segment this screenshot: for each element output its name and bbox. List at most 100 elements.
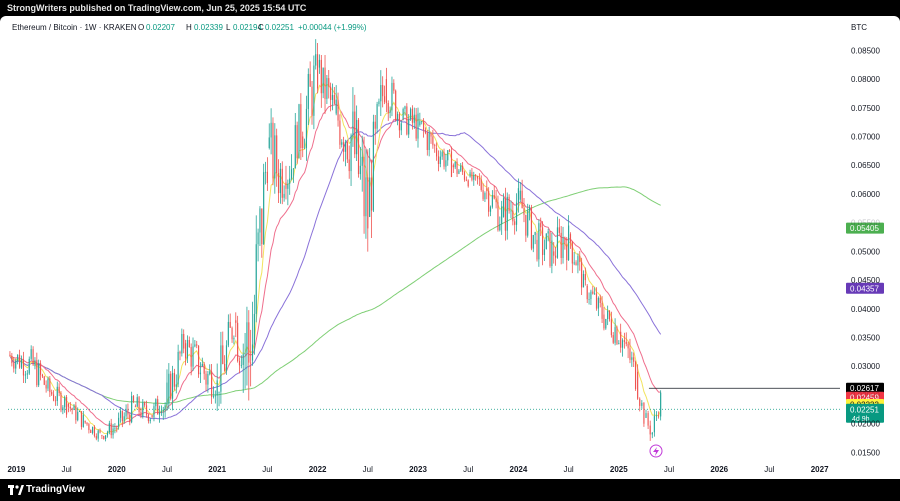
x-tick-label: Jul: [764, 465, 774, 474]
candle-body: [331, 95, 334, 100]
candle-body: [60, 392, 62, 411]
price-tag-label: 0.05405: [850, 224, 879, 233]
price-tag: [846, 222, 884, 234]
candle-body: [13, 363, 15, 369]
close-value: 0.02251: [265, 23, 294, 32]
candle-body: [471, 172, 473, 180]
candle-body: [374, 121, 376, 129]
candle-body: [545, 233, 547, 250]
candle-body: [645, 413, 647, 418]
candle-body: [305, 108, 308, 148]
candle-body: [491, 195, 493, 207]
candle-body: [36, 360, 38, 386]
candle-body: [211, 371, 213, 397]
candle-body: [595, 293, 598, 309]
candle-body: [475, 174, 477, 177]
candle-body: [77, 411, 79, 421]
x-tick-label: 2027: [811, 465, 829, 474]
candle-body: [536, 239, 538, 260]
candle-body: [417, 113, 419, 139]
candle-body: [155, 399, 157, 407]
candle-body: [428, 133, 430, 150]
candle-body: [395, 90, 397, 120]
x-tick-label: Jul: [664, 465, 674, 474]
candle-body: [651, 432, 653, 435]
open-value: 0.02207: [146, 23, 175, 32]
candle-body: [281, 168, 283, 198]
candle-body: [317, 54, 319, 89]
candle-body: [134, 406, 136, 408]
candle-body: [184, 343, 187, 359]
candle-body: [625, 341, 627, 344]
close-label: C: [258, 23, 264, 32]
candle-body: [525, 214, 527, 236]
candle-body: [426, 132, 428, 150]
candle-body: [51, 392, 53, 395]
candle-body: [238, 360, 241, 366]
candle-body: [344, 141, 347, 152]
candle-body: [581, 261, 583, 288]
candle-body: [80, 411, 83, 427]
high-label: H: [186, 23, 192, 32]
candle-body: [467, 180, 469, 187]
candle-body: [158, 412, 161, 415]
candle-body: [294, 125, 296, 169]
candle-body: [579, 256, 581, 262]
candle-body: [421, 121, 423, 122]
candle-body: [125, 409, 127, 417]
candle-body: [369, 177, 371, 217]
candle-body: [127, 409, 129, 415]
price-chart[interactable]: 0.054050.043570.026170.024590.023330.022…: [0, 16, 900, 479]
candle-body: [508, 196, 510, 212]
x-tick-label: 2026: [710, 465, 728, 474]
candle-body: [166, 382, 168, 406]
candle-body: [22, 359, 25, 376]
candle-body: [510, 210, 512, 212]
candle-body: [484, 193, 486, 200]
candle-body: [387, 103, 389, 113]
chart-panel[interactable]: 0.054050.043570.026170.024590.023330.022…: [0, 16, 900, 479]
candle-body: [222, 345, 224, 365]
ma-200-line: [9, 186, 661, 404]
candle-body: [391, 82, 393, 111]
candle-body: [569, 234, 572, 242]
candle-body: [396, 113, 399, 120]
candle-body: [198, 345, 200, 375]
candle-body: [229, 321, 231, 328]
candle-body: [499, 224, 501, 231]
candle-body: [568, 225, 570, 261]
candle-body: [458, 170, 460, 174]
candle-body: [313, 65, 315, 116]
candle-body: [320, 59, 322, 94]
candle-body: [129, 414, 131, 423]
candle-body: [302, 136, 304, 148]
candle-body: [560, 232, 562, 258]
candle-body: [24, 374, 26, 376]
candle-body: [290, 169, 293, 179]
y-tick-label: 0.04000: [851, 305, 880, 314]
candle-body: [179, 351, 181, 354]
candle-body: [26, 373, 28, 375]
candle-body: [501, 206, 503, 225]
candle-body: [367, 177, 369, 229]
candle-body: [657, 415, 660, 417]
candle-body: [419, 121, 421, 126]
candle-body: [380, 85, 382, 102]
candle-body: [140, 411, 142, 417]
candle-body: [330, 86, 332, 100]
y-tick-label: 0.07000: [851, 133, 880, 142]
candle-body: [462, 165, 464, 172]
candle-body: [99, 430, 101, 433]
candle-body: [502, 198, 505, 217]
lightning-icon[interactable]: [649, 444, 663, 458]
y-tick-label: 0.05000: [851, 247, 880, 256]
candle-body: [415, 114, 417, 139]
candle-body: [266, 171, 268, 183]
candle-body: [586, 285, 588, 300]
candle-body: [157, 399, 159, 415]
candle-body: [439, 156, 441, 165]
candle-body: [506, 196, 508, 231]
candle-body: [116, 428, 118, 430]
x-tick-label: 2019: [7, 465, 25, 474]
candle-body: [103, 436, 105, 439]
